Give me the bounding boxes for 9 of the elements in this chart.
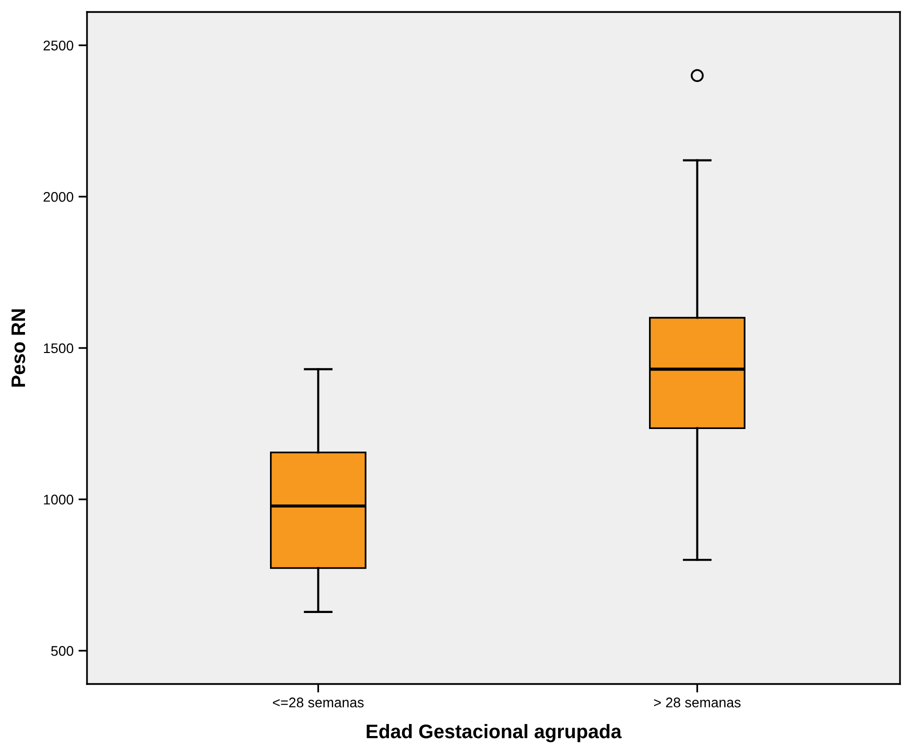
- y-tick-label: 2000: [44, 192, 74, 202]
- x-tick-label: <=28 semanas: [272, 698, 364, 708]
- y-tick-label: 2500: [44, 40, 74, 50]
- y-tick-label: 1500: [44, 343, 74, 354]
- x-axis-title: Edad Gestacional agrupada: [366, 724, 622, 742]
- y-tick-label: 500: [51, 646, 74, 656]
- x-tick-label: > 28 semanas: [654, 698, 741, 708]
- y-axis-title: Peso RN: [12, 309, 26, 387]
- y-tick-label: 1000: [44, 494, 74, 505]
